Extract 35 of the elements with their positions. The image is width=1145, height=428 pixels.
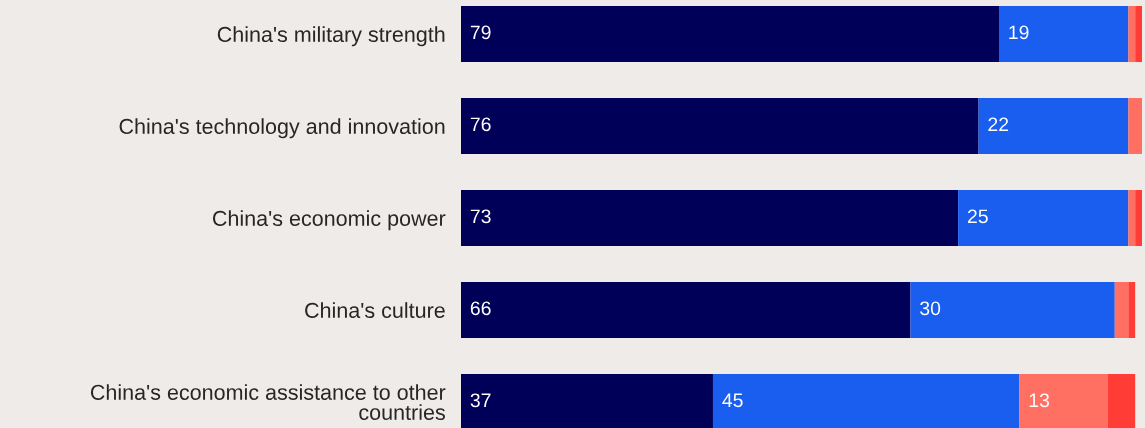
bar: [712, 373, 1020, 428]
bar: [1128, 98, 1142, 155]
bar: [461, 373, 713, 428]
data-label: 22: [988, 117, 1009, 132]
bar: [1135, 6, 1142, 63]
data-label: 66: [470, 301, 491, 316]
bar: [978, 98, 1129, 155]
y-tick-label: China's economic power: [212, 210, 446, 231]
data-label: 19: [1009, 25, 1029, 40]
bar: [461, 281, 911, 338]
bar: [1114, 281, 1129, 338]
y-tick-label: China's economic assistance to other countries: [90, 384, 446, 421]
bar: [461, 189, 959, 247]
data-label: 79: [470, 25, 491, 40]
bar: [1128, 189, 1136, 247]
data-label: 30: [920, 301, 941, 316]
bar: [461, 6, 999, 63]
bar: [1128, 6, 1136, 63]
bar: [1128, 281, 1136, 338]
bar: [958, 189, 1129, 247]
bar: [998, 6, 1129, 63]
bar: [1135, 189, 1142, 247]
bar: [910, 281, 1115, 338]
y-tick-label: China's culture: [305, 302, 445, 318]
data-label: 25: [967, 209, 988, 224]
data-label: 73: [470, 209, 491, 224]
data-label: 76: [470, 117, 491, 132]
data-label: 37: [470, 393, 491, 408]
data-label: 45: [722, 393, 743, 408]
y-tick-label: China's technology and innovation: [119, 118, 445, 139]
bar: [461, 98, 979, 155]
y-tick-label: China's military strength: [217, 26, 445, 47]
data-label: 13: [1029, 393, 1050, 408]
bar: [1107, 373, 1136, 428]
bar: [1019, 373, 1108, 428]
